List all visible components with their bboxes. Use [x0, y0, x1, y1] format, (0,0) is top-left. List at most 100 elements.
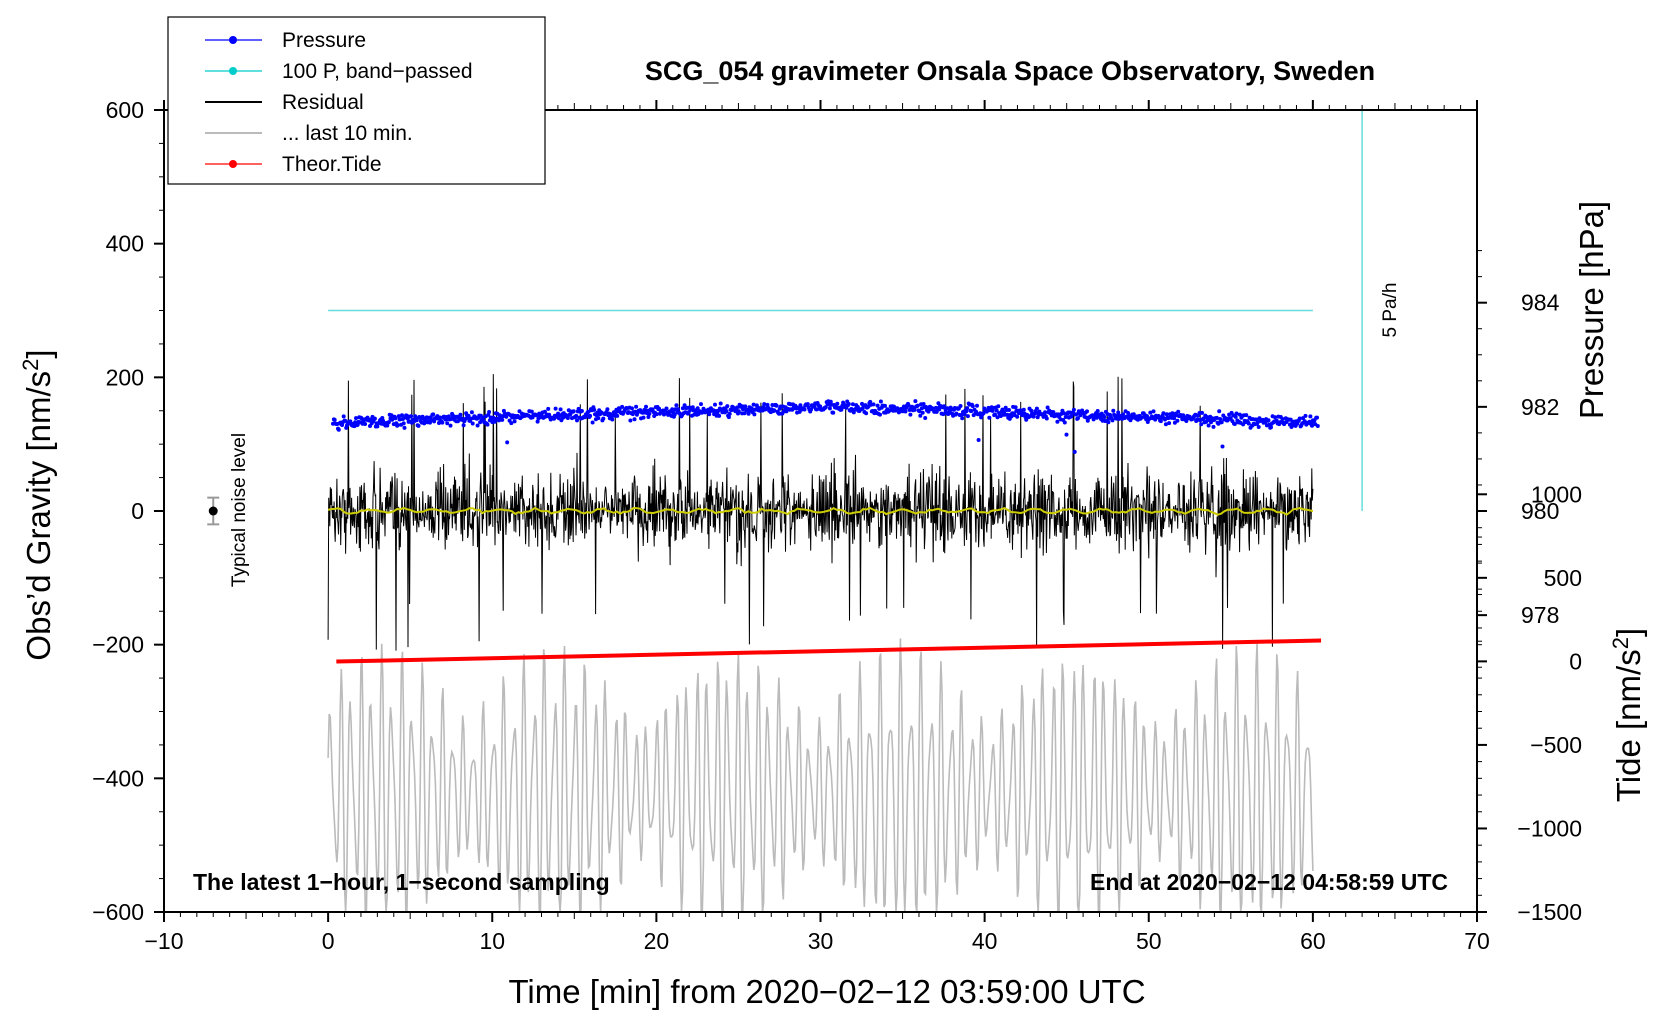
pressure-point — [839, 407, 844, 412]
pressure-point — [923, 416, 928, 420]
pressure-point — [1161, 411, 1166, 416]
axis-ticks: −10 0 10 20 30 40 50 60 70 −600 −400 −200 0 200 400 600… — [92, 97, 1582, 954]
pressure-point — [1095, 409, 1100, 413]
pressure-point — [798, 403, 803, 408]
pressure-point — [965, 406, 970, 411]
pressure-point — [690, 405, 695, 410]
pressure-point — [664, 406, 669, 411]
pressure-point — [1062, 411, 1066, 416]
rate-marker-label: 5 Pa/h — [1380, 283, 1401, 338]
pressure-point — [662, 412, 666, 417]
pressure-point — [458, 412, 463, 417]
legend-label: Theor.Tide — [282, 153, 382, 176]
pressure-point — [1085, 418, 1090, 423]
pressure-point — [1013, 405, 1018, 410]
legend-box — [167, 16, 546, 185]
pressure-point — [512, 419, 517, 424]
pressure-point — [1158, 419, 1163, 424]
pressure-point — [1116, 410, 1121, 415]
pressure-point — [774, 403, 779, 408]
pressure-point — [1062, 420, 1067, 425]
pressure-point — [674, 403, 679, 408]
pressure-point — [509, 421, 514, 426]
pressure-point — [964, 409, 969, 414]
legend-label: Pressure — [282, 29, 366, 52]
pressure-point — [381, 418, 386, 423]
series-residual-line — [327, 374, 1314, 651]
pressure-point — [1009, 414, 1014, 419]
pressure-point — [749, 406, 754, 411]
pressure-point — [993, 412, 997, 417]
pressure-point — [809, 407, 814, 412]
pressure-point — [1110, 418, 1115, 423]
pressure-point — [1234, 411, 1239, 416]
pressure-point — [461, 423, 466, 428]
pressure-point — [395, 423, 400, 428]
pressure-point — [735, 405, 740, 410]
legend-swatch-dot — [229, 36, 237, 44]
pressure-point — [565, 416, 570, 420]
pressure-point — [1246, 421, 1251, 426]
pressure-point — [823, 405, 828, 410]
pressure-point — [592, 407, 597, 412]
pressure-point — [921, 402, 926, 406]
pressure-point — [1043, 410, 1048, 415]
pressure-point — [831, 410, 836, 415]
pressure-point — [1015, 414, 1020, 419]
pressure-point — [1220, 444, 1225, 449]
pressure-point — [917, 409, 922, 414]
legend-entry: Residual — [205, 91, 364, 114]
pressure-point — [805, 402, 810, 407]
pressure-point — [1170, 411, 1175, 416]
pressure-point — [1315, 424, 1320, 428]
pressure-point — [485, 422, 490, 427]
pressure-point — [401, 421, 406, 426]
pressure-point — [926, 409, 931, 414]
y-axis-label-tide: Tide [nm/s2] — [1608, 628, 1647, 802]
pressure-point — [610, 417, 615, 422]
legend-entry: 100 P, band−passed — [205, 60, 473, 83]
pressure-point — [646, 415, 651, 419]
pressure-point — [960, 416, 965, 421]
pressure-point — [657, 406, 662, 411]
y-axis-label-tide-text: Tide [nm/s — [1610, 649, 1647, 802]
tide-tick-label: −1000 — [1517, 815, 1582, 841]
pressure-point — [962, 412, 967, 417]
pressure-point — [620, 404, 625, 409]
pressure-point — [1166, 416, 1171, 421]
pressure-point — [676, 407, 680, 412]
pressure-point — [400, 413, 404, 418]
x-tick-label: −10 — [144, 928, 183, 954]
y-axis-label-gravity-text: Obs’d Gravity [nm/s — [20, 371, 57, 661]
pressure-point — [1269, 425, 1273, 430]
series-pressure — [331, 399, 1320, 454]
series-theor-tide-line — [336, 638, 1322, 664]
pressure-point — [903, 409, 908, 414]
pressure-point — [996, 404, 1001, 409]
pressure-point — [878, 412, 882, 417]
pressure-point — [765, 402, 770, 407]
pressure-point — [1273, 415, 1278, 420]
pressure-point — [1200, 410, 1204, 415]
pressure-point — [672, 412, 677, 417]
pressure-point — [500, 417, 505, 422]
x-tick-label: 60 — [1300, 928, 1326, 954]
pressure-point — [695, 406, 700, 411]
pressure-point — [1029, 408, 1034, 413]
pressure-point — [1217, 409, 1222, 414]
pressure-point — [1280, 417, 1285, 421]
pressure-point — [850, 402, 855, 407]
data-traces — [207, 110, 1363, 914]
pressure-point — [632, 417, 637, 422]
pressure-point — [726, 415, 731, 420]
pressure-point — [994, 408, 999, 413]
y-tick-label: −400 — [92, 765, 144, 791]
legend-entry: ... last 10 min. — [205, 122, 413, 145]
pressure-point — [772, 408, 777, 413]
pressure-point — [470, 421, 475, 426]
pressure-point — [958, 404, 963, 408]
pressure-point — [987, 415, 992, 420]
pressure-point — [588, 413, 593, 418]
pressure-point — [1126, 411, 1131, 415]
series-last-10-min-line — [327, 638, 1314, 914]
